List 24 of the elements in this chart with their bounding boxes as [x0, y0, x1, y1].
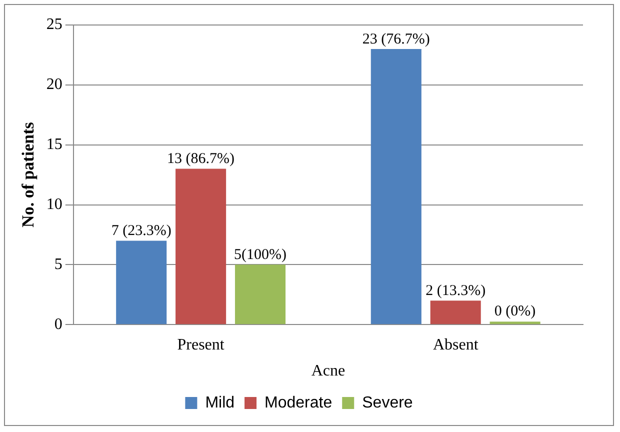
y-tick-label: 25 — [46, 16, 62, 34]
y-tick-label: 15 — [46, 136, 62, 154]
y-tick-label: 20 — [46, 76, 62, 94]
data-label: 0 (0%) — [494, 304, 536, 320]
bar — [370, 48, 422, 324]
data-label: 7 (23.3%) — [111, 223, 172, 240]
y-tick-label: 0 — [54, 316, 62, 333]
y-axis-title: No. of patients — [18, 122, 38, 228]
legend-label: Moderate — [264, 394, 332, 412]
bar — [234, 264, 286, 324]
y-tick-label: 5 — [54, 256, 62, 273]
legend-label: Mild — [205, 394, 235, 412]
bar — [430, 300, 481, 324]
data-label: 13 (86.7%) — [167, 151, 235, 168]
bar — [176, 168, 226, 324]
data-label: 23 (76.7%) — [362, 31, 430, 48]
data-label: 2 (13.3%) — [426, 283, 486, 300]
x-tick-label: Absent — [432, 336, 479, 354]
x-tick-label: Present — [177, 336, 225, 354]
bar — [116, 240, 167, 324]
data-label: 5(100%) — [234, 247, 287, 264]
x-axis-title: Acne — [311, 362, 346, 380]
legend-label: Severe — [362, 394, 413, 412]
y-tick-label: 10 — [46, 196, 62, 213]
